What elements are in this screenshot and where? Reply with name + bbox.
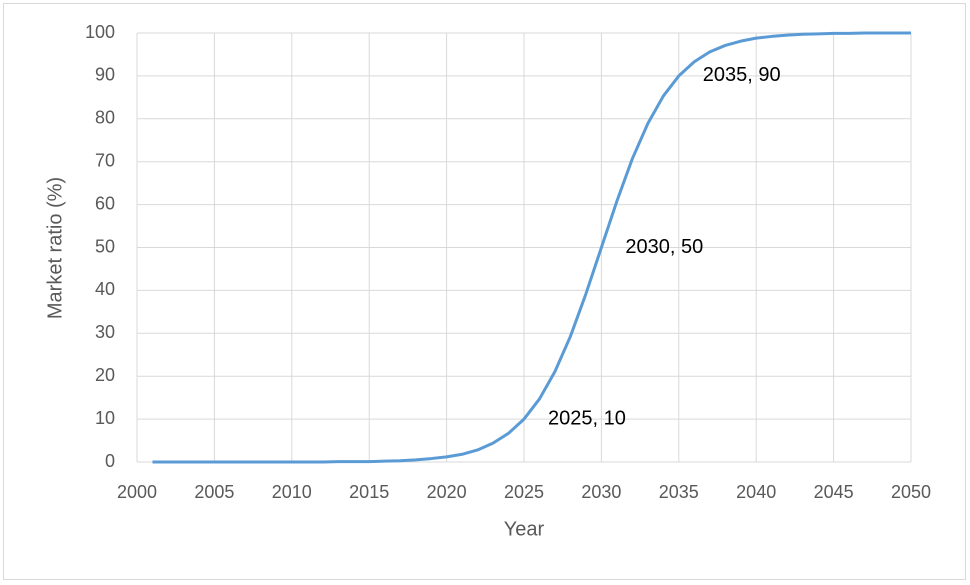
x-tick-label: 2020 [427, 482, 467, 502]
x-tick-label: 2010 [272, 482, 312, 502]
line-series [152, 31, 911, 464]
y-tick-label: 0 [105, 451, 115, 471]
y-tick-label: 60 [95, 193, 115, 213]
y-tick-label: 50 [95, 236, 115, 256]
x-tick-label: 2030 [581, 482, 621, 502]
x-tick-label: 2000 [117, 482, 157, 502]
y-tick-label: 10 [95, 408, 115, 428]
x-tick-label: 2035 [659, 482, 699, 502]
x-tick-label: 2005 [194, 482, 234, 502]
annotation: 2025, 10 [548, 407, 626, 429]
annotation: 2030, 50 [625, 236, 703, 258]
y-tick-label: 90 [95, 65, 115, 85]
x-tick-label: 2015 [349, 482, 389, 502]
x-tick-label: 2025 [504, 482, 544, 502]
annotation: 2035, 90 [703, 64, 781, 86]
x-tick-label: 2045 [814, 482, 854, 502]
y-tick-label: 40 [95, 279, 115, 299]
y-tick-label: 30 [95, 322, 115, 342]
y-tick-label: 100 [85, 22, 115, 42]
y-axis-label: Market ratio (%) [44, 177, 66, 319]
chart-border [3, 3, 966, 580]
y-tick-label: 80 [95, 108, 115, 128]
x-axis-label: Year [504, 518, 545, 540]
x-tick-label: 2050 [891, 482, 931, 502]
y-tick-label: 20 [95, 365, 115, 385]
x-tick-label: 2040 [736, 482, 776, 502]
y-tick-label: 70 [95, 150, 115, 170]
